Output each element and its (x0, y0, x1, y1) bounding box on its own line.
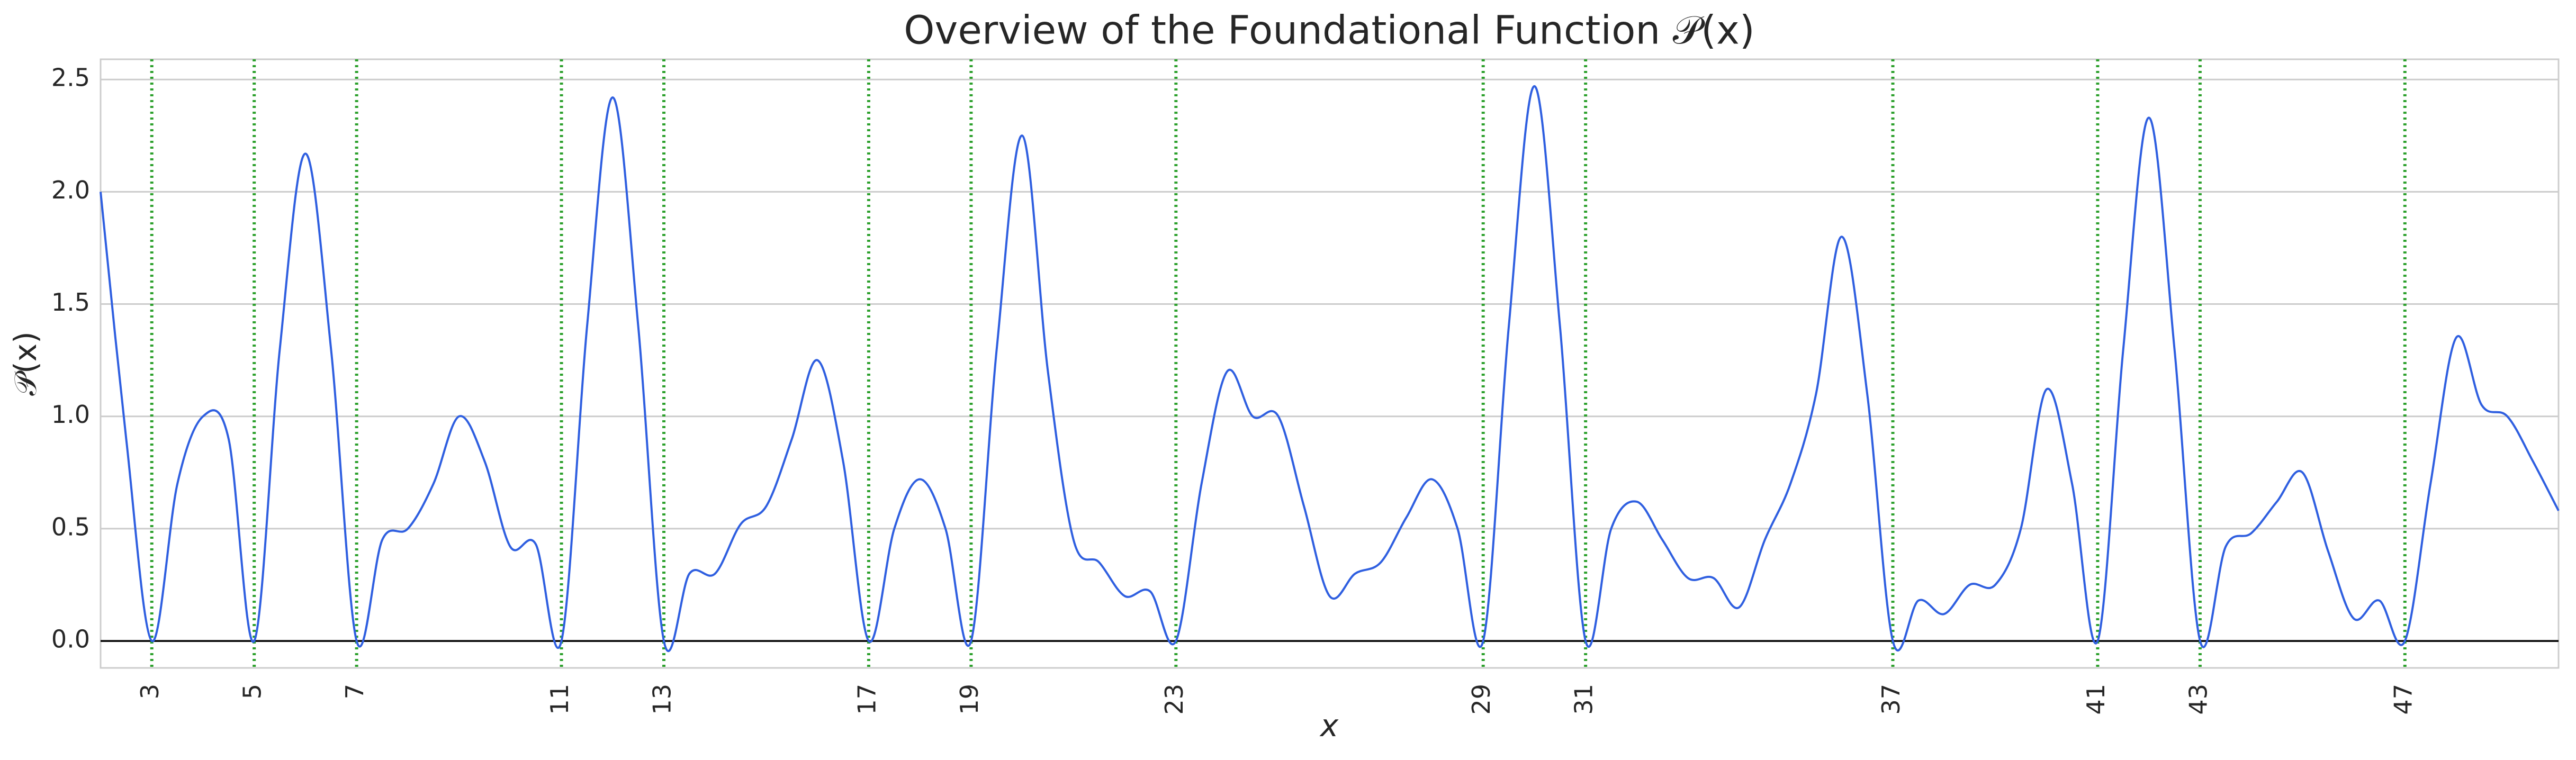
x-tick-label: 47 (2389, 684, 2417, 715)
x-tick-label: 17 (852, 684, 881, 715)
x-tick-label: 37 (1877, 684, 1905, 715)
x-tick-label: 5 (238, 684, 267, 699)
x-tick-label: 41 (2082, 684, 2110, 715)
x-tick-label: 43 (2184, 684, 2212, 715)
chart-title: Overview of the Foundational Function 𝒫(… (904, 8, 1754, 53)
x-axis-label: x (1319, 708, 1339, 744)
x-tick-label: 3 (136, 684, 164, 699)
y-tick-label: 1.0 (51, 400, 90, 429)
x-tick-label: 23 (1160, 684, 1188, 715)
y-tick-label: 2.5 (51, 64, 90, 92)
y-tick-label: 0.5 (51, 512, 90, 541)
y-axis-label: 𝒫(x) (7, 331, 43, 395)
x-tick-label: 11 (545, 684, 574, 715)
x-tick-label: 29 (1467, 684, 1496, 715)
y-tick-label: 1.5 (51, 288, 90, 316)
x-tick-label: 31 (1570, 684, 1598, 715)
plot-area (100, 58, 2560, 669)
x-tick-label: 13 (648, 684, 677, 715)
y-tick-label: 0.0 (51, 625, 90, 654)
y-tick-label: 2.0 (51, 176, 90, 204)
x-tick-label: 7 (340, 684, 369, 699)
function-line (100, 85, 2560, 653)
x-tick-label: 19 (955, 684, 984, 715)
